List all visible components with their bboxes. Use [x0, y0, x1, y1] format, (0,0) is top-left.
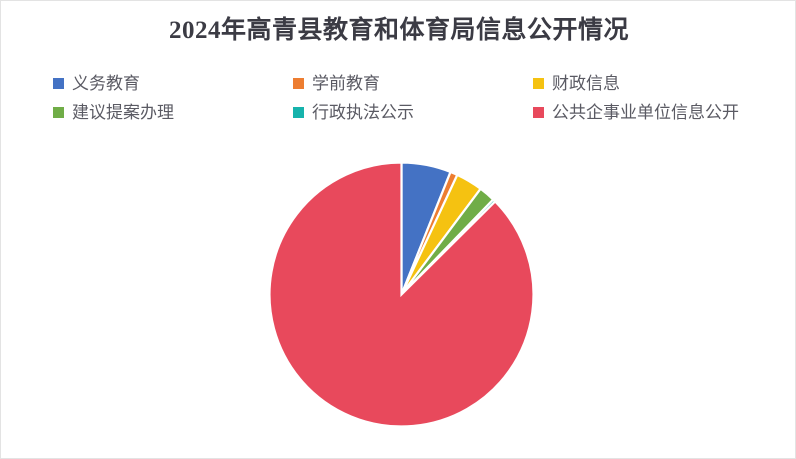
pie-svg: 义务教育: 6.1%学前教育: 0.9%财政信息: 3.3%建议提案办理: 2%… [268, 161, 535, 428]
legend-item-label: 建议提案办理 [72, 102, 174, 122]
legend-item-label: 财政信息 [552, 73, 620, 93]
legend-item-label: 义务教育 [72, 73, 140, 93]
legend-swatch-icon [293, 78, 304, 89]
legend-swatch-icon [533, 78, 544, 89]
legend-item[interactable]: 财政信息 [533, 73, 763, 95]
legend-item-label: 行政执法公示 [312, 102, 414, 122]
legend-item[interactable]: 建议提案办理 [53, 102, 293, 124]
legend-item-label: 学前教育 [312, 73, 380, 93]
legend-item-label: 公共企事业单位信息公开 [552, 102, 739, 122]
chart-title: 2024年高青县教育和体育局信息公开情况 [168, 17, 629, 44]
legend-swatch-icon [533, 107, 544, 118]
legend-swatch-icon [53, 107, 64, 118]
legend-item[interactable]: 公共企事业单位信息公开 [533, 102, 763, 124]
legend-item[interactable]: 行政执法公示 [293, 102, 533, 124]
legend-swatch-icon [53, 78, 64, 89]
pie-slice[interactable]: 公共企事业单位信息公开: 87.35% [268, 161, 535, 428]
pie-chart-plot-area: 义务教育: 6.1%学前教育: 0.9%财政信息: 3.3%建议提案办理: 2%… [268, 161, 535, 428]
legend-swatch-icon [293, 107, 304, 118]
legend-item[interactable]: 义务教育 [53, 73, 293, 95]
legend-item[interactable]: 学前教育 [293, 73, 533, 95]
chart-legend: 义务教育 学前教育 财政信息建议提案办理 行政执法公示 公共企事业单位信息公开 [53, 69, 763, 127]
